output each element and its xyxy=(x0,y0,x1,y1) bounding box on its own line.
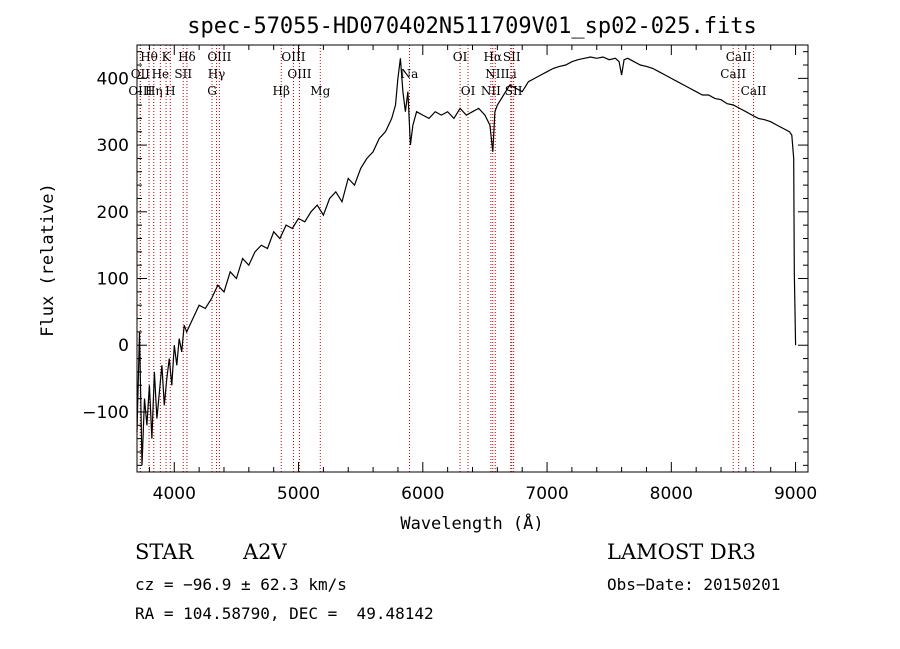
plot-frame xyxy=(136,44,809,473)
x-tick-label: 5000 xyxy=(277,484,320,504)
spectral-line-label: Li xyxy=(505,67,517,81)
spectral-line-label: OII xyxy=(131,67,151,81)
x-tick-label: 6000 xyxy=(401,484,444,504)
spectral-line-label: OIII xyxy=(281,50,305,64)
x-tick-label: 8000 xyxy=(650,484,693,504)
y-tick-label: 0 xyxy=(118,336,129,356)
ra-dec: RA = 104.58790, DEC = 49.48142 xyxy=(135,604,434,623)
spectral-line-label: Hα xyxy=(483,50,502,64)
spectral-line-label: NII xyxy=(481,84,501,98)
spectral-line-label: Hβ xyxy=(273,84,290,98)
spectral-line-label: Hη xyxy=(145,84,163,98)
spectral-line-label: OI xyxy=(453,50,468,64)
x-tick-label: 9000 xyxy=(774,484,817,504)
spectral-line-label: G xyxy=(207,84,217,98)
object-type: STAR xyxy=(135,540,194,564)
spectral-line-label: SII xyxy=(505,84,523,98)
y-tick-label: 200 xyxy=(97,203,129,223)
x-axis-label: Wavelength (Å) xyxy=(400,512,543,534)
redshift-cz: cz = −96.9 ± 62.3 km/s xyxy=(135,575,347,594)
spectral-line-label: NII xyxy=(485,67,505,81)
spectral-line-label: CaII xyxy=(720,67,746,81)
spectral-subclass: A2V xyxy=(243,540,287,564)
y-tick-label: −100 xyxy=(82,403,129,423)
axis-ticks xyxy=(137,45,808,472)
spectral-line-label: CaII xyxy=(741,84,767,98)
chart-title: spec-57055-HD070402N511709V01_sp02-025.f… xyxy=(187,14,757,39)
spectral-line-label: OIII xyxy=(128,84,152,98)
y-tick-label: 300 xyxy=(97,136,129,156)
spectral-line-label: OIII xyxy=(207,50,231,64)
axis-tick-labels: 4000 5000 6000 7000 8000 9000 −100 0 100 200 300 40… xyxy=(82,69,817,504)
spectral-line-label: CaII xyxy=(726,50,752,64)
y-tick-label: 100 xyxy=(97,270,129,290)
spectral-line-label: He xyxy=(152,67,170,81)
spectral-line-label: Hθ xyxy=(140,50,158,64)
y-axis-label: Flux (relative) xyxy=(38,183,58,337)
spectral-line-label: Mg xyxy=(310,84,330,98)
x-tick-label: 4000 xyxy=(153,484,196,504)
spectral-line-label: OIII xyxy=(287,67,311,81)
spectral-line-label: K xyxy=(162,50,172,64)
spectrum-line xyxy=(136,56,797,466)
spectral-line-label: OI xyxy=(461,84,476,98)
spectral-line-label: SII xyxy=(174,67,192,81)
observation-date: Obs−Date: 20150201 xyxy=(607,575,781,594)
spectral-line-markers xyxy=(139,45,755,472)
spectral-line-label: H xyxy=(165,84,175,98)
y-tick-label: 400 xyxy=(97,69,129,89)
spectral-line-label: SII xyxy=(503,50,521,64)
spectral-line-label: Hδ xyxy=(178,50,196,64)
spectral-line-label: Hγ xyxy=(208,67,226,81)
survey-name: LAMOST DR3 xyxy=(607,540,756,564)
x-tick-label: 7000 xyxy=(525,484,568,504)
spectral-line-label: Na xyxy=(401,67,419,81)
